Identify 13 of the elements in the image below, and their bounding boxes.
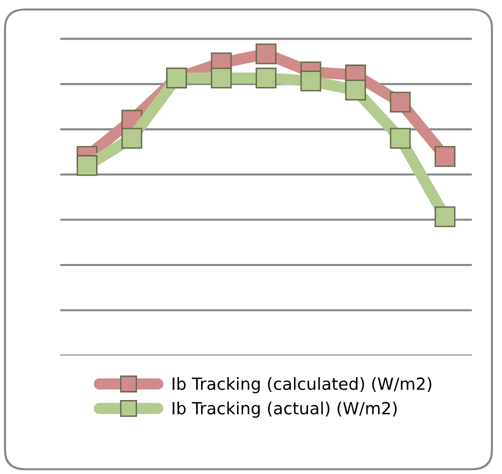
point xyxy=(76,155,98,176)
point xyxy=(121,128,142,149)
legend-label: Ib Tracking (actual) (W/m2) xyxy=(172,402,397,418)
point xyxy=(345,80,366,100)
point xyxy=(434,206,456,228)
point xyxy=(390,92,411,113)
point xyxy=(300,70,322,92)
legend-label: Ib Tracking (calculated) (W/m2) xyxy=(172,377,432,394)
point xyxy=(210,68,232,88)
point xyxy=(390,128,411,149)
point xyxy=(434,146,456,167)
point xyxy=(256,43,276,64)
point xyxy=(256,68,276,88)
